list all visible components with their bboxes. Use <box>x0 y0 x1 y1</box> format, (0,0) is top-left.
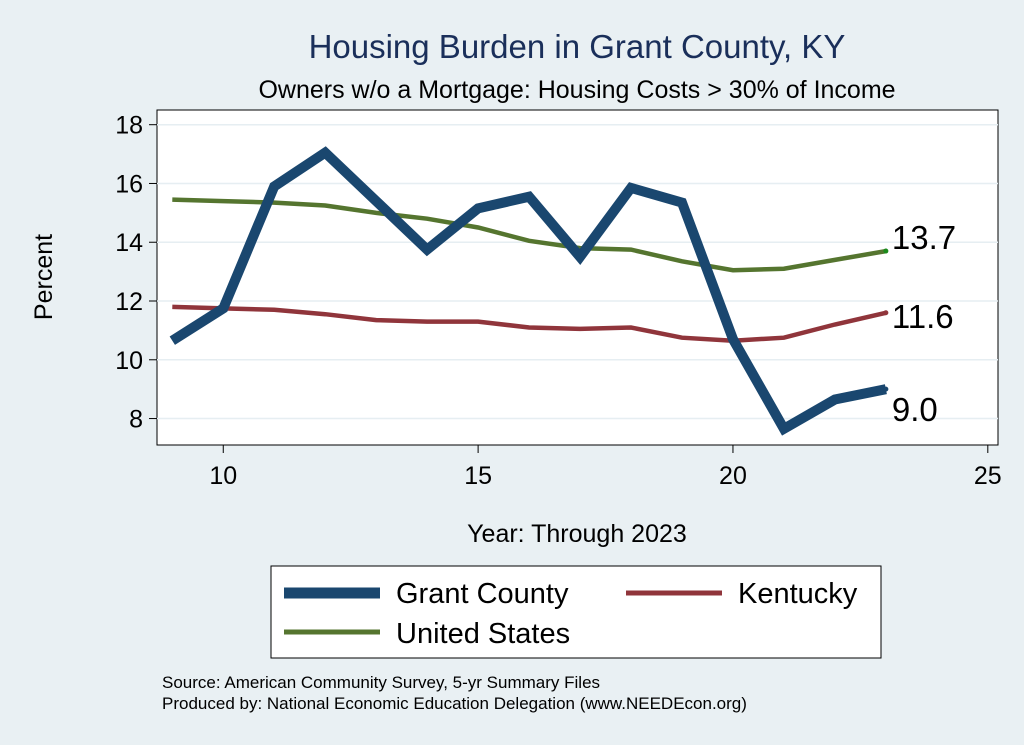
legend-label-united-states: United States <box>396 618 570 650</box>
legend-box <box>270 565 882 659</box>
series-line-grant-county <box>169 146 887 436</box>
series-line-kentucky <box>172 304 887 343</box>
end-label-kentucky: 11.6 <box>892 298 954 335</box>
y-tick-label: 12 <box>115 288 143 316</box>
end-labels: 9.0 11.6 13.7 <box>892 219 956 428</box>
gridlines <box>157 123 998 420</box>
y-tick-label: 16 <box>115 170 143 198</box>
y-tick-label: 10 <box>115 347 143 375</box>
end-point-united-states <box>883 248 889 254</box>
y-tick-label: 8 <box>129 406 143 434</box>
producer-note: Produced by: National Economic Education… <box>162 694 747 713</box>
chart-title: Housing Burden in Grant County, KY <box>309 28 846 65</box>
end-point-kentucky <box>883 310 889 316</box>
series-lines <box>169 146 889 436</box>
y-axis-label: Percent <box>30 234 58 320</box>
x-tick-label: 20 <box>719 462 747 490</box>
axes: 8 10 12 14 16 18 10 15 20 25 <box>115 112 1002 490</box>
x-axis-label: Year: Through 2023 <box>467 520 687 548</box>
end-label-united-states: 13.7 <box>892 219 956 256</box>
x-tick-label: 10 <box>209 462 237 490</box>
y-tick-label: 18 <box>115 112 143 140</box>
x-tick-label: 15 <box>464 462 492 490</box>
series-line-united-states <box>172 197 887 273</box>
legend-label-kentucky: Kentucky <box>738 578 858 610</box>
x-tick-label: 25 <box>974 462 1002 490</box>
legend-label-grant-county: Grant County <box>396 578 569 610</box>
y-tick-label: 14 <box>115 229 143 257</box>
legend: Grant County Kentucky United States <box>270 565 882 659</box>
source-note: Source: American Community Survey, 5-yr … <box>162 673 600 692</box>
end-point-grant-county <box>883 386 889 392</box>
chart-subtitle: Owners w/o a Mortgage: Housing Costs > 3… <box>258 76 895 104</box>
end-label-grant-county: 9.0 <box>892 391 938 428</box>
